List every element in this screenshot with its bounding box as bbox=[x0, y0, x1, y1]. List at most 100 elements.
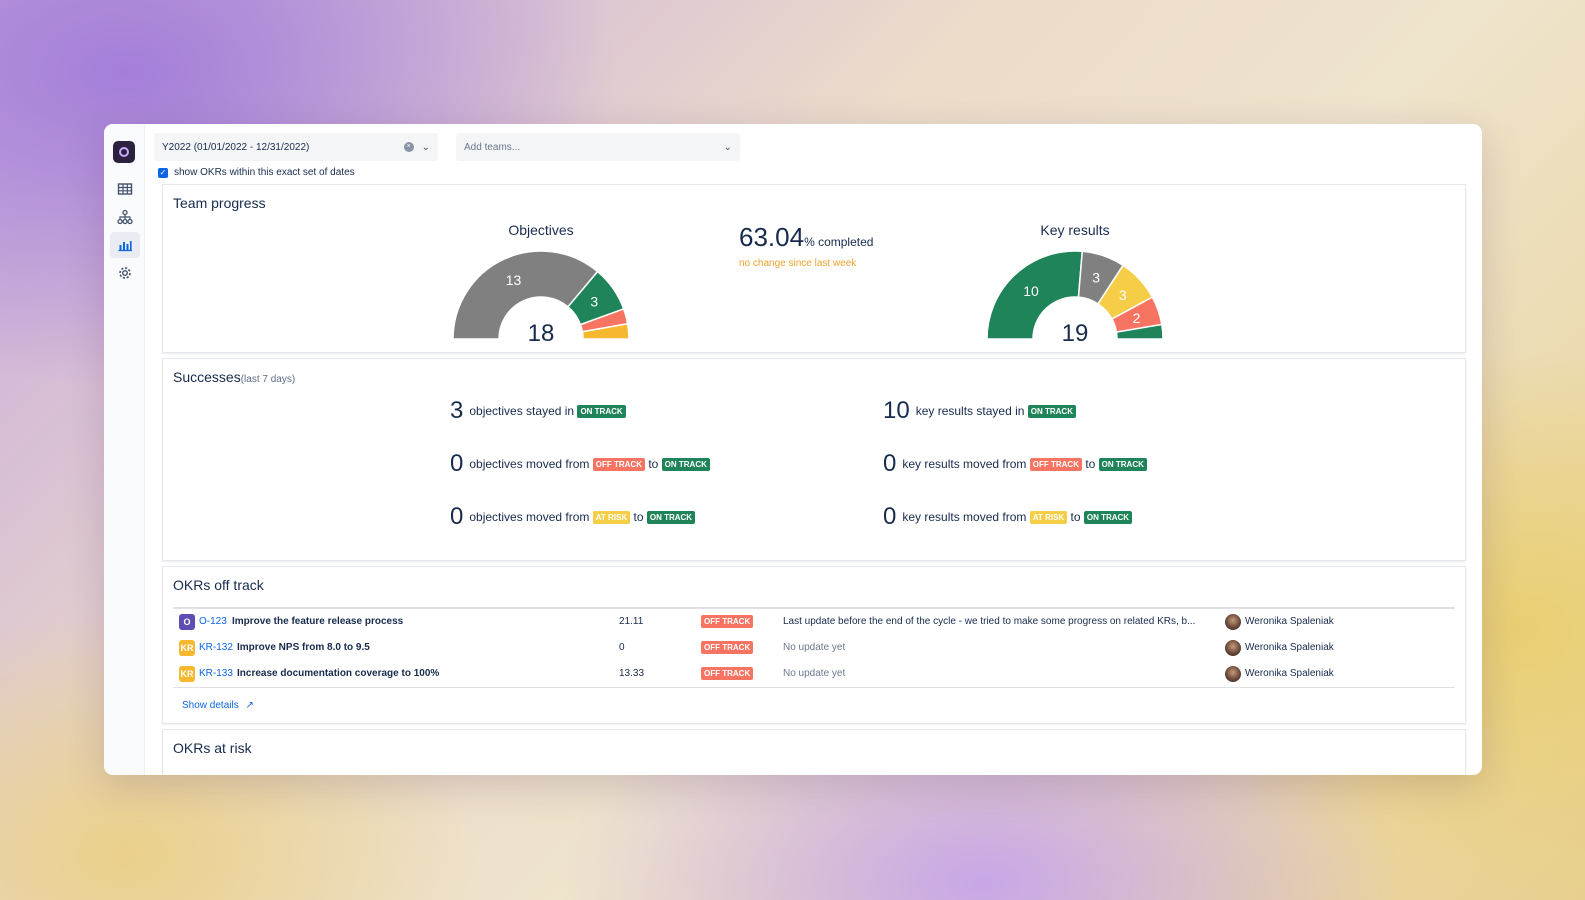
key-results-segment-label: 3 bbox=[1092, 270, 1100, 286]
objectives-segment[interactable] bbox=[452, 251, 599, 340]
status-lozenge: ON TRACK bbox=[661, 458, 710, 472]
objectives-segment[interactable] bbox=[581, 322, 630, 340]
completion-label: % completed bbox=[804, 235, 874, 249]
key-results-stat: 10 key results stayed in ON TRACK bbox=[883, 397, 1076, 425]
key-results-segment-label: 3 bbox=[1119, 287, 1127, 303]
status-lozenge: ON TRACK bbox=[1027, 405, 1076, 419]
status-lozenge: OFF TRACK bbox=[701, 641, 754, 654]
external-link-icon[interactable]: ↗ bbox=[245, 700, 254, 711]
okr-owner: Weronika Spaleniak bbox=[1245, 668, 1334, 679]
okr-owner: Weronika Spaleniak bbox=[1245, 642, 1334, 653]
status-lozenge: ON TRACK bbox=[646, 511, 696, 525]
okr-last-update: No update yet bbox=[783, 668, 846, 679]
key-results-segment[interactable] bbox=[986, 251, 1084, 340]
objectives-stat-text: objectives moved from bbox=[469, 510, 590, 524]
okrs-at-risk-title: OKRs at risk bbox=[173, 740, 252, 756]
teams-placeholder: Add teams... bbox=[464, 141, 521, 153]
okr-value: 13.33 bbox=[619, 668, 645, 679]
okr-last-update: Last update before the end of the cycle … bbox=[783, 616, 1196, 627]
exact-dates-label: show OKRs within this exact set of dates bbox=[174, 167, 355, 178]
okr-name[interactable]: Improve NPS from 8.0 to 9.5 bbox=[237, 642, 370, 653]
successes-title: Successes(last 7 days) bbox=[173, 369, 295, 385]
team-progress-title: Team progress bbox=[173, 195, 266, 211]
chevron-down-icon[interactable]: ⌄ bbox=[421, 141, 430, 153]
okr-id-link[interactable]: KR-132 bbox=[199, 642, 233, 653]
okrs-at-risk-card: OKRs at risk bbox=[162, 729, 1466, 775]
gear-icon[interactable] bbox=[110, 260, 140, 286]
key-results-stat-count: 0 bbox=[883, 503, 897, 530]
key-results-stat-count: 0 bbox=[883, 450, 897, 477]
status-lozenge: OFF TRACK bbox=[592, 458, 645, 472]
okr-name[interactable]: Increase documentation coverage to 100% bbox=[237, 668, 440, 679]
key-results-stat-text: key results moved from bbox=[902, 457, 1027, 471]
key-results-stat-text: key results moved from bbox=[902, 510, 1027, 524]
bar-chart-icon[interactable] bbox=[110, 232, 140, 258]
objectives-total: 18 bbox=[528, 320, 555, 347]
objectives-segment-label: 13 bbox=[506, 272, 522, 288]
period-value: Y2022 (01/01/2022 - 12/31/2022) bbox=[162, 141, 310, 153]
status-lozenge: OFF TRACK bbox=[701, 615, 754, 628]
okr-id-link[interactable]: O-123 bbox=[199, 616, 227, 627]
okrs-off-track-title: OKRs off track bbox=[173, 577, 264, 593]
completion-value: 63.04 bbox=[739, 222, 805, 252]
successes-card: Successes(last 7 days) 3 objectives staye… bbox=[162, 358, 1466, 561]
okr-id-link[interactable]: KR-133 bbox=[199, 668, 233, 679]
hierarchy-icon[interactable] bbox=[110, 204, 140, 230]
objectives-stat-to: to bbox=[633, 510, 644, 524]
key-results-segment-label: 10 bbox=[1023, 283, 1039, 299]
objectives-stat-count: 0 bbox=[450, 450, 464, 477]
table-row[interactable]: KR KR-132 Improve NPS from 8.0 to 9.5 0 OFF … bbox=[173, 635, 1455, 661]
okr-value: 21.11 bbox=[619, 616, 644, 627]
avatar bbox=[1225, 614, 1241, 630]
avatar bbox=[1225, 640, 1241, 656]
status-lozenge: AT RISK bbox=[1029, 511, 1068, 525]
objectives-title: Objectives bbox=[508, 222, 574, 238]
okr-last-update: No update yet bbox=[783, 642, 846, 653]
objectives-stat: 3 objectives stayed in ON TRACK bbox=[450, 397, 626, 425]
completion-note: no change since last week bbox=[739, 258, 857, 269]
chevron-down-icon[interactable]: ⌄ bbox=[723, 141, 732, 153]
objectives-stat: 0 objectives moved from OFF TRACK to ON T… bbox=[450, 450, 710, 478]
objectives-stat-count: 0 bbox=[450, 503, 464, 530]
checkbox-checked-icon[interactable]: ✓ bbox=[158, 167, 168, 178]
table-row[interactable]: O O-123 Improve the feature release proces… bbox=[173, 609, 1455, 635]
sidebar bbox=[104, 124, 145, 775]
objectives-stat: 0 objectives moved from AT RISK to ON TRA… bbox=[450, 503, 696, 531]
table-icon[interactable] bbox=[110, 176, 140, 202]
period-select[interactable]: Y2022 (01/01/2022 - 12/31/2022) × ⌄ bbox=[154, 133, 438, 161]
key-results-title: Key results bbox=[1040, 222, 1110, 238]
status-lozenge: ON TRACK bbox=[577, 405, 626, 419]
exact-dates-checkbox[interactable]: ✓ show OKRs within this exact set of dat… bbox=[158, 167, 355, 178]
okr-value: 0 bbox=[619, 642, 625, 653]
objective-icon: O bbox=[179, 614, 195, 630]
team-progress-card: Team progress Objectives 13 3 18 63.04% c… bbox=[162, 184, 1466, 353]
show-details-label[interactable]: Show details bbox=[182, 700, 239, 711]
key-results-stat-to: to bbox=[1070, 510, 1081, 524]
status-lozenge: OFF TRACK bbox=[701, 667, 754, 680]
key-results-stat-text: key results stayed in bbox=[915, 404, 1025, 418]
table-row[interactable]: KR KR-133 Increase documentation coverage … bbox=[173, 661, 1455, 687]
objectives-stat-count: 3 bbox=[450, 397, 464, 424]
show-details-link[interactable]: Show details ↗ bbox=[182, 700, 254, 711]
okr-name[interactable]: Improve the feature release process bbox=[232, 616, 404, 627]
status-lozenge: AT RISK bbox=[592, 511, 631, 525]
objectives-segment-label: 3 bbox=[590, 294, 598, 310]
okrs-off-track-card: OKRs off track O O-123 Improve the feature… bbox=[162, 566, 1466, 724]
status-lozenge: OFF TRACK bbox=[1029, 458, 1082, 472]
okrs-off-track-table: O O-123 Improve the feature release proces… bbox=[173, 607, 1455, 688]
objectives-stat-text: objectives moved from bbox=[469, 457, 590, 471]
status-lozenge: ON TRACK bbox=[1098, 458, 1147, 472]
avatar bbox=[1225, 666, 1241, 682]
key-results-stat: 0 key results moved from OFF TRACK to ON … bbox=[883, 450, 1147, 478]
status-lozenge: ON TRACK bbox=[1083, 511, 1133, 525]
objectives-gauge: 13 3 18 bbox=[452, 251, 630, 347]
app-logo-icon[interactable] bbox=[113, 141, 135, 163]
teams-select[interactable]: Add teams... ⌄ bbox=[456, 133, 740, 161]
clear-icon[interactable]: × bbox=[403, 142, 414, 152]
key-results-stat-count: 10 bbox=[883, 397, 910, 424]
objectives-stat-to: to bbox=[648, 457, 659, 471]
key-results-segment[interactable] bbox=[1115, 323, 1164, 340]
completion-summary: 63.04% completed no change since last we… bbox=[739, 222, 873, 269]
key-results-stat: 0 key results moved from AT RISK to ON TR… bbox=[883, 503, 1133, 531]
